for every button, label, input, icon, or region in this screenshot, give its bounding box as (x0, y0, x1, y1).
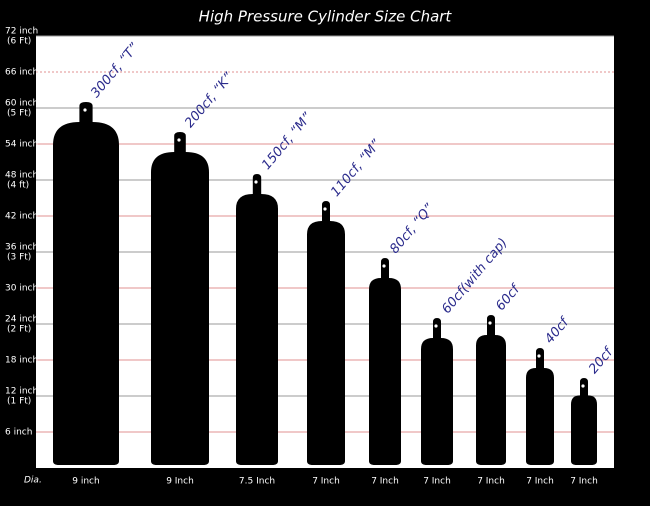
diameter-label: 7 Inch (371, 477, 399, 487)
y-tick-label: 24 inch (5, 315, 38, 325)
diameter-label: 7 Inch (570, 477, 598, 487)
y-tick-sublabel: (4 ft) (7, 181, 29, 191)
valve-hole (382, 264, 386, 268)
y-tick-label: 60 inch (5, 99, 38, 109)
cylinder (236, 174, 278, 465)
cylinder (421, 318, 453, 465)
diameter-title: Dia. (24, 476, 42, 486)
y-tick-sublabel: (6 Ft) (7, 37, 31, 47)
cylinder (476, 315, 506, 465)
diameter-label: 7 Inch (423, 477, 451, 487)
diameter-label: 7.5 Inch (239, 477, 275, 487)
cylinder (526, 348, 554, 465)
valve-hole (488, 321, 492, 325)
y-tick-label: 72 inch (5, 27, 38, 37)
diameter-label: 9 Inch (166, 477, 194, 487)
valve-hole (177, 138, 181, 142)
y-tick-label: 30 inch (5, 284, 38, 294)
cylinder (571, 378, 597, 465)
y-tick-label: 18 inch (5, 356, 38, 366)
diameter-label: 7 Inch (312, 477, 340, 487)
cylinder (151, 132, 209, 465)
valve-hole (323, 207, 327, 211)
y-tick-label: 12 inch (5, 387, 38, 397)
diameter-label: 7 Inch (477, 477, 505, 487)
diameter-label: 7 Inch (526, 477, 554, 487)
y-tick-label: 42 inch (5, 212, 38, 222)
y-tick-label: 54 inch (5, 140, 38, 150)
valve-hole (83, 108, 87, 112)
y-tick-sublabel: (1 Ft) (7, 397, 31, 407)
chart-title: High Pressure Cylinder Size Chart (199, 8, 453, 26)
y-tick-sublabel: (5 Ft) (7, 109, 31, 119)
y-tick-sublabel: (2 Ft) (7, 325, 31, 335)
cylinder (53, 102, 119, 465)
diameter-label: 9 inch (72, 477, 99, 487)
y-tick-label: 6 inch (5, 428, 32, 438)
valve-hole (537, 354, 541, 358)
valve-hole (581, 384, 585, 388)
y-tick-label: 66 inch (5, 68, 38, 78)
cylinder (369, 258, 401, 465)
y-tick-label: 36 inch (5, 243, 38, 253)
valve-hole (254, 180, 258, 184)
cylinder (307, 201, 345, 465)
valve-hole (434, 324, 438, 328)
y-tick-label: 48 inch (5, 171, 38, 181)
y-tick-sublabel: (3 Ft) (7, 253, 31, 263)
